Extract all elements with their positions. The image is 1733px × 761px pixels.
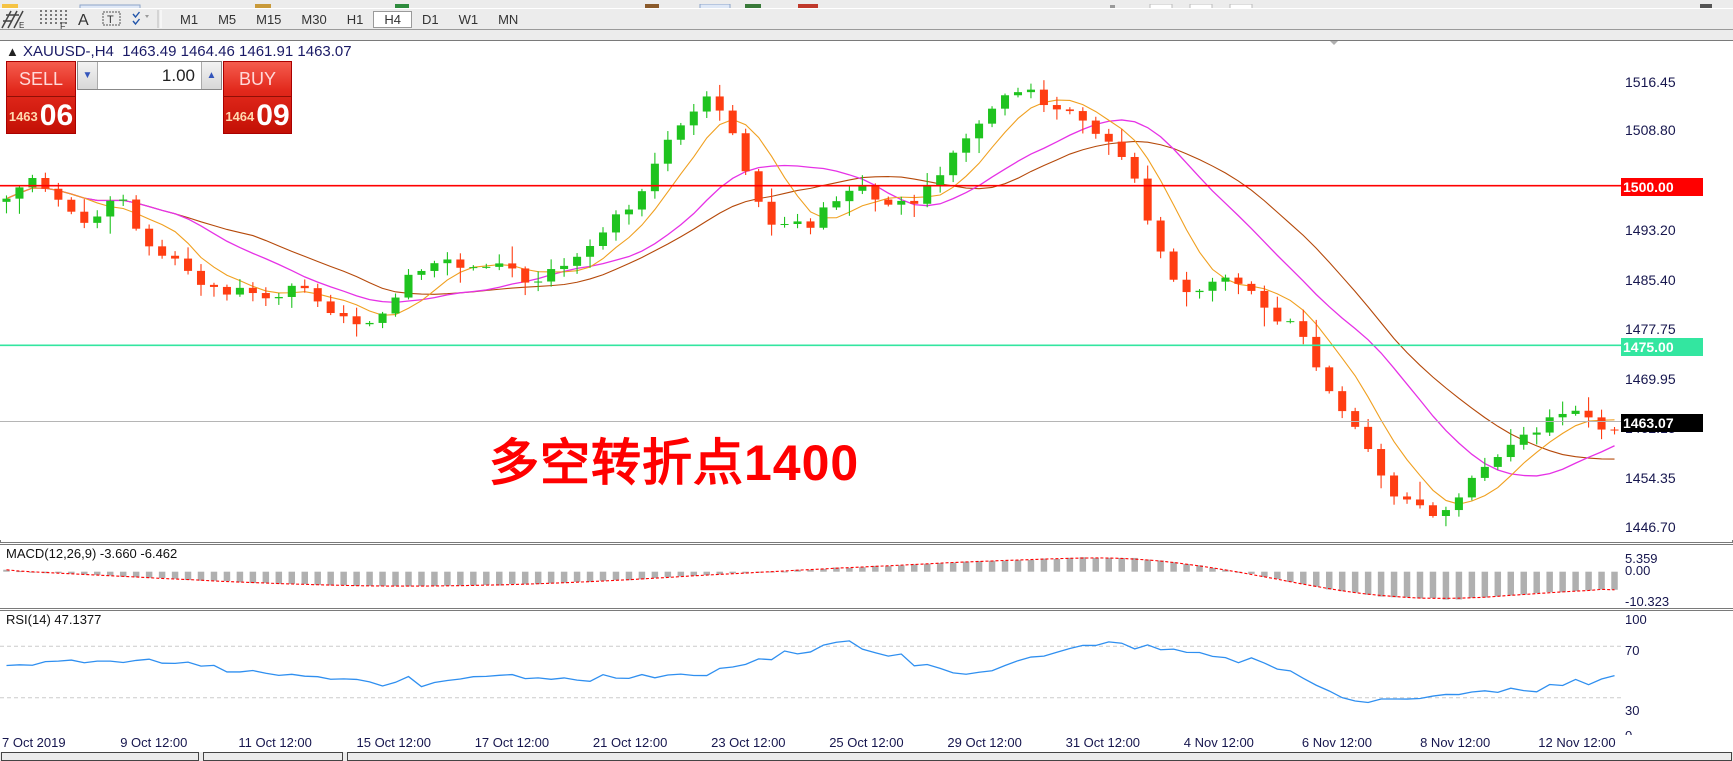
svg-text:F: F — [60, 21, 66, 30]
svg-text:A: A — [78, 12, 89, 29]
svg-text:T: T — [107, 14, 114, 26]
svg-text:E: E — [19, 21, 24, 30]
